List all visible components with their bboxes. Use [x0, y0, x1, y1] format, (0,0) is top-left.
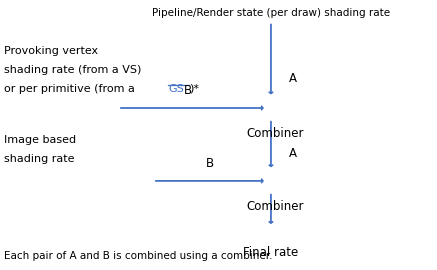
Text: Combiner: Combiner — [246, 200, 304, 213]
Text: shading rate: shading rate — [4, 154, 75, 164]
Text: Image based: Image based — [4, 135, 76, 145]
Text: Provoking vertex: Provoking vertex — [4, 46, 98, 56]
Text: Combiner: Combiner — [246, 127, 304, 140]
Text: A: A — [288, 147, 296, 160]
Text: GS: GS — [168, 84, 184, 94]
Text: B: B — [184, 84, 192, 97]
Text: Pipeline/Render state (per draw) shading rate: Pipeline/Render state (per draw) shading… — [152, 8, 390, 18]
Text: A: A — [288, 72, 296, 85]
Text: Final rate: Final rate — [243, 246, 298, 259]
Text: shading rate (from a VS): shading rate (from a VS) — [4, 65, 142, 75]
Text: B: B — [206, 157, 214, 170]
Text: Each pair of A and B is combined using a combiner.: Each pair of A and B is combined using a… — [4, 251, 273, 261]
Text: )*: )* — [189, 84, 199, 94]
Text: or per primitive (from a: or per primitive (from a — [4, 84, 139, 94]
